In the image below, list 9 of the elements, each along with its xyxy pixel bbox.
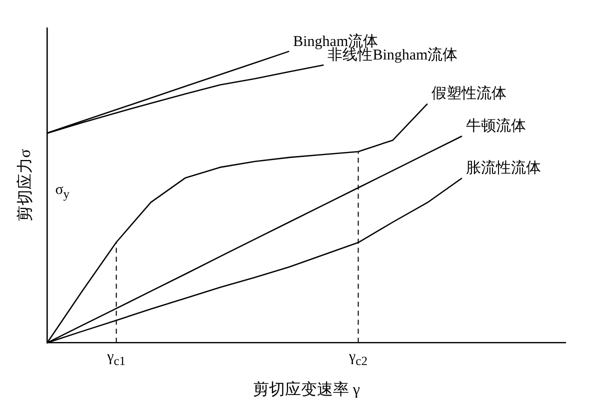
y-axis-title: 剪切应力σ — [16, 148, 34, 222]
annotation: σ$_{y}$ — [55, 182, 70, 202]
series-label: 牛顿流体 — [466, 118, 526, 135]
series-label: 假塑性流体 — [431, 85, 506, 102]
x-tick-label: γ$_{c2}$ — [349, 348, 368, 369]
series-label: 非线性Bingham流体 — [328, 46, 458, 64]
series-label: 胀流性流体 — [466, 160, 541, 177]
x-tick-label: γ$_{c1}$ — [107, 348, 126, 369]
x-axis-title: 剪切应变速率 γ — [252, 380, 360, 399]
